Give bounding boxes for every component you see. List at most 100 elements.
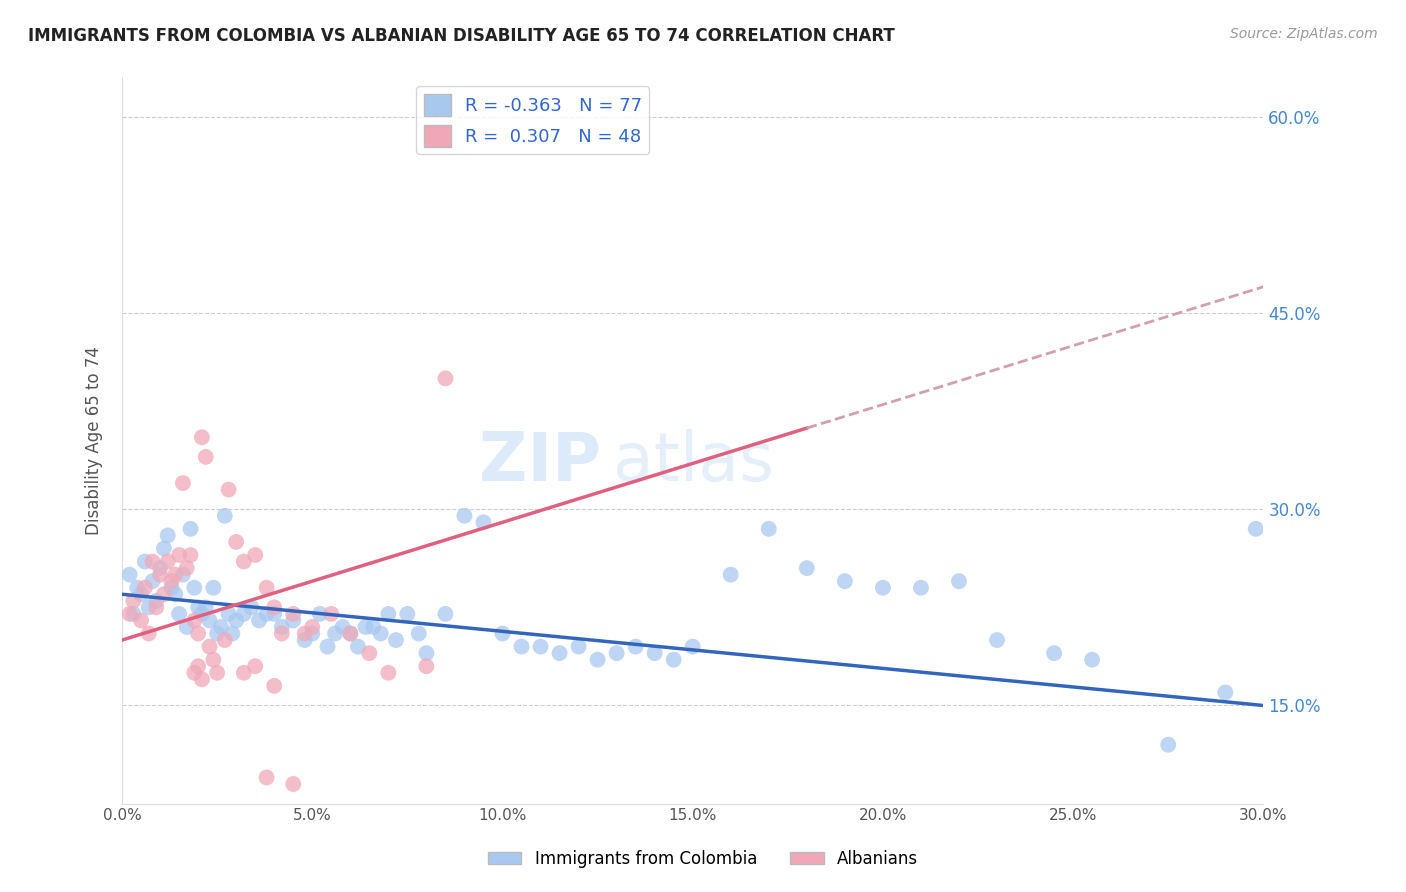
Point bbox=[1157, 738, 1180, 752]
Point bbox=[141, 574, 163, 589]
Point bbox=[176, 620, 198, 634]
Point bbox=[153, 587, 176, 601]
Point bbox=[1081, 653, 1104, 667]
Point bbox=[354, 620, 377, 634]
Point bbox=[548, 646, 571, 660]
Point bbox=[948, 574, 970, 589]
Point bbox=[408, 626, 430, 640]
Point bbox=[332, 620, 354, 634]
Point bbox=[434, 607, 457, 621]
Point bbox=[232, 665, 254, 680]
Point bbox=[129, 587, 152, 601]
Point bbox=[218, 483, 240, 497]
Point bbox=[270, 626, 292, 640]
Point bbox=[183, 614, 205, 628]
Point bbox=[644, 646, 666, 660]
Point bbox=[187, 626, 209, 640]
Point bbox=[256, 581, 278, 595]
Point bbox=[682, 640, 704, 654]
Point bbox=[316, 640, 339, 654]
Point bbox=[118, 567, 141, 582]
Point bbox=[172, 567, 194, 582]
Point bbox=[415, 659, 437, 673]
Point bbox=[240, 600, 263, 615]
Point bbox=[149, 561, 172, 575]
Text: atlas: atlas bbox=[613, 429, 773, 495]
Point bbox=[472, 516, 495, 530]
Point bbox=[323, 626, 346, 640]
Point bbox=[1213, 685, 1236, 699]
Point bbox=[205, 665, 228, 680]
Point bbox=[209, 620, 232, 634]
Point bbox=[160, 581, 183, 595]
Point bbox=[180, 522, 202, 536]
Legend: Immigrants from Colombia, Albanians: Immigrants from Colombia, Albanians bbox=[481, 844, 925, 875]
Point bbox=[183, 581, 205, 595]
Point bbox=[301, 626, 323, 640]
Point bbox=[263, 600, 285, 615]
Point bbox=[138, 600, 160, 615]
Point bbox=[198, 614, 221, 628]
Point bbox=[370, 626, 392, 640]
Point bbox=[263, 679, 285, 693]
Point bbox=[138, 626, 160, 640]
Point bbox=[122, 594, 145, 608]
Text: ZIP: ZIP bbox=[479, 429, 602, 495]
Point bbox=[263, 607, 285, 621]
Point bbox=[453, 508, 475, 523]
Point bbox=[129, 614, 152, 628]
Y-axis label: Disability Age 65 to 74: Disability Age 65 to 74 bbox=[86, 346, 103, 535]
Point bbox=[218, 607, 240, 621]
Text: Source: ZipAtlas.com: Source: ZipAtlas.com bbox=[1230, 27, 1378, 41]
Point bbox=[134, 581, 156, 595]
Point bbox=[377, 607, 399, 621]
Point bbox=[567, 640, 589, 654]
Point bbox=[361, 620, 384, 634]
Point bbox=[187, 659, 209, 673]
Point bbox=[172, 476, 194, 491]
Point bbox=[339, 626, 361, 640]
Point bbox=[245, 548, 267, 562]
Point bbox=[1043, 646, 1066, 660]
Point bbox=[321, 607, 343, 621]
Legend: R = -0.363   N = 77, R =  0.307   N = 48: R = -0.363 N = 77, R = 0.307 N = 48 bbox=[416, 87, 650, 154]
Point bbox=[180, 548, 202, 562]
Point bbox=[270, 620, 292, 634]
Point bbox=[118, 607, 141, 621]
Point bbox=[165, 587, 187, 601]
Point bbox=[198, 640, 221, 654]
Point bbox=[194, 600, 217, 615]
Point bbox=[122, 607, 145, 621]
Point bbox=[183, 665, 205, 680]
Point bbox=[187, 600, 209, 615]
Point bbox=[214, 508, 236, 523]
Point bbox=[191, 607, 214, 621]
Point bbox=[167, 607, 190, 621]
Point bbox=[176, 561, 198, 575]
Point bbox=[149, 567, 172, 582]
Point bbox=[232, 555, 254, 569]
Point bbox=[872, 581, 894, 595]
Point bbox=[662, 653, 685, 667]
Point bbox=[339, 626, 361, 640]
Point bbox=[491, 626, 513, 640]
Point bbox=[225, 535, 247, 549]
Point bbox=[194, 450, 217, 464]
Point bbox=[359, 646, 381, 660]
Point bbox=[156, 555, 179, 569]
Point bbox=[606, 646, 628, 660]
Point bbox=[910, 581, 932, 595]
Point bbox=[225, 614, 247, 628]
Point bbox=[153, 541, 176, 556]
Point bbox=[202, 653, 225, 667]
Point bbox=[834, 574, 856, 589]
Point bbox=[127, 581, 149, 595]
Point bbox=[529, 640, 551, 654]
Point bbox=[796, 561, 818, 575]
Point bbox=[283, 614, 305, 628]
Point bbox=[134, 555, 156, 569]
Point bbox=[191, 673, 214, 687]
Point bbox=[191, 430, 214, 444]
Point bbox=[294, 633, 316, 648]
Point bbox=[167, 548, 190, 562]
